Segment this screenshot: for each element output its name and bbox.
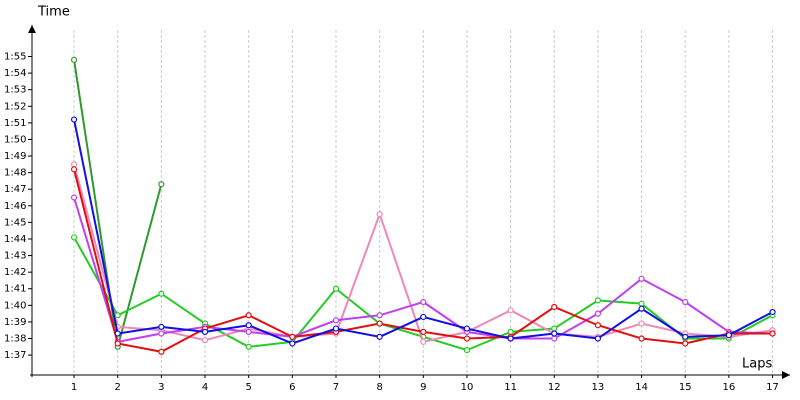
x-tick-label: 3 bbox=[158, 382, 164, 393]
x-tick-label: 16 bbox=[723, 382, 736, 393]
x-tick-label: 6 bbox=[289, 382, 295, 393]
point bbox=[594, 310, 602, 317]
point bbox=[420, 338, 427, 345]
x-tick-label: 14 bbox=[635, 382, 648, 393]
y-tick-label: 1:38 bbox=[4, 334, 26, 345]
point bbox=[463, 347, 471, 354]
y-tick-label: 1:49 bbox=[4, 151, 26, 162]
point bbox=[245, 322, 252, 329]
x-tick-label: 11 bbox=[504, 382, 517, 393]
point bbox=[201, 337, 209, 344]
point bbox=[70, 194, 78, 201]
point bbox=[158, 181, 165, 188]
y-tick-label: 1:45 bbox=[4, 217, 26, 228]
y-axis-label: Time bbox=[37, 5, 70, 20]
y-tick-label: 1:39 bbox=[4, 317, 26, 328]
point bbox=[420, 298, 427, 306]
point bbox=[245, 343, 252, 350]
point bbox=[725, 332, 732, 339]
point bbox=[245, 328, 252, 335]
point bbox=[769, 308, 776, 316]
point bbox=[638, 300, 645, 307]
point bbox=[594, 335, 602, 342]
point bbox=[463, 325, 471, 332]
point bbox=[70, 56, 78, 63]
point bbox=[289, 340, 296, 347]
y-tick-label: 1:51 bbox=[4, 118, 26, 129]
point bbox=[507, 335, 514, 342]
x-axis-label: Laps bbox=[742, 357, 772, 372]
point bbox=[332, 285, 340, 292]
point bbox=[114, 330, 121, 337]
point bbox=[682, 340, 689, 347]
y-tick-label: 1:53 bbox=[4, 85, 26, 96]
point bbox=[158, 290, 165, 297]
x-tick-label: 1 bbox=[71, 382, 77, 393]
point bbox=[70, 166, 78, 173]
point bbox=[638, 305, 645, 312]
point bbox=[114, 340, 121, 347]
x-tick-label: 9 bbox=[420, 382, 426, 393]
y-tick-label: 1:44 bbox=[4, 234, 26, 245]
x-axis-arrow bbox=[782, 371, 790, 379]
point bbox=[551, 325, 558, 332]
point bbox=[420, 313, 427, 321]
point bbox=[376, 320, 383, 327]
y-tick-label: 1:55 bbox=[4, 52, 26, 63]
point bbox=[769, 330, 776, 337]
x-tick-label: 5 bbox=[245, 382, 251, 393]
point bbox=[376, 333, 383, 340]
point bbox=[70, 116, 78, 123]
point bbox=[201, 328, 209, 335]
y-tick-label: 1:52 bbox=[4, 101, 26, 112]
y-tick-label: 1:40 bbox=[4, 300, 26, 311]
y-tick-label: 1:50 bbox=[4, 134, 26, 145]
point bbox=[682, 333, 689, 340]
point bbox=[70, 234, 78, 241]
y-tick-label: 1:47 bbox=[4, 184, 26, 195]
point bbox=[682, 298, 689, 306]
x-tick-label: 15 bbox=[679, 382, 692, 393]
point bbox=[551, 330, 558, 337]
point bbox=[420, 328, 427, 335]
point bbox=[638, 320, 645, 327]
point bbox=[594, 297, 602, 304]
x-tick-label: 7 bbox=[333, 382, 339, 393]
point bbox=[158, 330, 165, 337]
point bbox=[158, 348, 165, 355]
y-tick-label: 1:48 bbox=[4, 168, 26, 179]
x-tick-label: 10 bbox=[461, 382, 474, 393]
y-axis-arrow bbox=[28, 25, 36, 33]
point bbox=[594, 322, 602, 329]
point bbox=[463, 335, 471, 342]
point bbox=[376, 210, 383, 218]
point bbox=[551, 335, 558, 342]
point bbox=[158, 323, 165, 330]
point bbox=[507, 307, 514, 314]
point bbox=[638, 335, 645, 342]
point bbox=[70, 161, 78, 168]
point bbox=[245, 312, 252, 319]
y-tick-label: 1:37 bbox=[4, 350, 26, 361]
x-tick-label: 2 bbox=[115, 382, 121, 393]
y-tick-label: 1:54 bbox=[4, 68, 26, 79]
point bbox=[638, 275, 645, 282]
point bbox=[289, 333, 296, 340]
y-tick-label: 1:42 bbox=[4, 267, 26, 278]
point bbox=[551, 303, 558, 311]
x-tick-label: 13 bbox=[592, 382, 605, 393]
point bbox=[376, 312, 383, 319]
y-tick-label: 1:41 bbox=[4, 284, 26, 295]
x-tick-label: 17 bbox=[766, 382, 779, 393]
x-tick-label: 8 bbox=[376, 382, 382, 393]
point bbox=[332, 317, 340, 324]
y-tick-label: 1:43 bbox=[4, 251, 26, 262]
x-tick-label: 12 bbox=[548, 382, 561, 393]
y-tick-label: 1:46 bbox=[4, 201, 26, 212]
point bbox=[507, 328, 514, 335]
x-tick-label: 4 bbox=[202, 382, 208, 393]
point bbox=[332, 325, 340, 332]
